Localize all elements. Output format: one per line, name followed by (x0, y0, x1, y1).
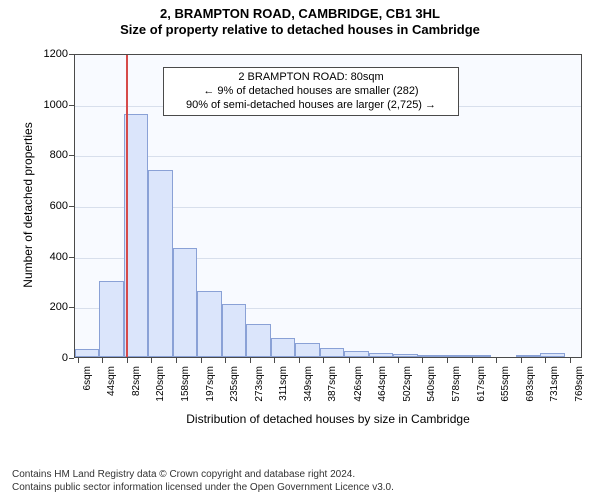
xtick-mark (250, 358, 251, 363)
xtick-label: 273sqm (254, 366, 265, 426)
xtick-label: 158sqm (180, 366, 191, 426)
histogram-bar (148, 170, 172, 357)
histogram-bar (540, 353, 564, 357)
xtick-mark (299, 358, 300, 363)
histogram-bar (246, 324, 270, 357)
xtick-label: 693sqm (525, 366, 536, 426)
annotation-box: 2 BRAMPTON ROAD: 80sqm← 9% of detached h… (163, 67, 459, 116)
histogram-bar (369, 353, 393, 357)
title-line-1: 2, BRAMPTON ROAD, CAMBRIDGE, CB1 3HL (0, 6, 600, 22)
histogram-bar (393, 354, 417, 357)
chart-area: Number of detached properties 2 BRAMPTON… (10, 46, 590, 442)
histogram-bar (344, 351, 368, 357)
annotation-line-1: 2 BRAMPTON ROAD: 80sqm (170, 71, 452, 85)
xtick-mark (545, 358, 546, 363)
xtick-mark (176, 358, 177, 363)
xtick-mark (274, 358, 275, 363)
ytick-mark (69, 155, 74, 156)
xtick-label: 120sqm (155, 366, 166, 426)
histogram-bar (418, 355, 442, 357)
ytick-label: 0 (34, 352, 68, 364)
xtick-mark (151, 358, 152, 363)
histogram-bar (222, 304, 246, 357)
xtick-mark (472, 358, 473, 363)
ytick-label: 200 (34, 301, 68, 313)
histogram-bar (99, 281, 123, 357)
histogram-bar (516, 355, 540, 357)
xtick-label: 578sqm (451, 366, 462, 426)
annotation-line-2: ← 9% of detached houses are smaller (282… (170, 85, 452, 99)
attribution: Contains HM Land Registry data © Crown c… (12, 469, 394, 494)
xtick-label: 235sqm (229, 366, 240, 426)
xtick-mark (225, 358, 226, 363)
xtick-label: 426sqm (353, 366, 364, 426)
ytick-mark (69, 257, 74, 258)
xtick-mark (127, 358, 128, 363)
annotation-line-3: 90% of semi-detached houses are larger (… (170, 99, 452, 113)
ytick-label: 400 (34, 251, 68, 263)
histogram-bar (442, 355, 466, 357)
xtick-label: 44sqm (106, 366, 117, 426)
histogram-bar (173, 248, 197, 357)
ytick-label: 800 (34, 149, 68, 161)
ytick-label: 1200 (34, 48, 68, 60)
xtick-label: 540sqm (426, 366, 437, 426)
xtick-mark (102, 358, 103, 363)
attribution-line-1: Contains HM Land Registry data © Crown c… (12, 469, 394, 482)
attribution-line-2: Contains public sector information licen… (12, 482, 394, 495)
xtick-mark (201, 358, 202, 363)
ytick-mark (69, 307, 74, 308)
xtick-mark (570, 358, 571, 363)
histogram-bar (124, 114, 148, 357)
gridline (75, 156, 581, 157)
xtick-label: 197sqm (205, 366, 216, 426)
histogram-bar (197, 291, 221, 357)
xtick-label: 617sqm (476, 366, 487, 426)
xtick-label: 731sqm (549, 366, 560, 426)
xtick-label: 387sqm (327, 366, 338, 426)
histogram-bar (75, 349, 99, 357)
xtick-mark (398, 358, 399, 363)
xtick-mark (373, 358, 374, 363)
y-axis-label: Number of detached properties (21, 53, 35, 357)
ytick-label: 600 (34, 200, 68, 212)
ytick-mark (69, 206, 74, 207)
ytick-mark (69, 105, 74, 106)
page-title: 2, BRAMPTON ROAD, CAMBRIDGE, CB1 3HL Siz… (0, 0, 600, 39)
xtick-label: 769sqm (574, 366, 585, 426)
page: 2, BRAMPTON ROAD, CAMBRIDGE, CB1 3HL Siz… (0, 0, 600, 500)
ytick-label: 1000 (34, 99, 68, 111)
histogram-bar (271, 338, 295, 357)
xtick-mark (447, 358, 448, 363)
xtick-label: 82sqm (131, 366, 142, 426)
xtick-label: 6sqm (82, 366, 93, 426)
property-marker-line (126, 55, 128, 357)
xtick-label: 464sqm (377, 366, 388, 426)
xtick-mark (323, 358, 324, 363)
title-line-2: Size of property relative to detached ho… (0, 22, 600, 38)
xtick-label: 502sqm (402, 366, 413, 426)
xtick-label: 655sqm (500, 366, 511, 426)
xtick-mark (349, 358, 350, 363)
xtick-mark (78, 358, 79, 363)
histogram-bar (295, 343, 319, 357)
xtick-mark (521, 358, 522, 363)
xtick-mark (422, 358, 423, 363)
xtick-label: 311sqm (278, 366, 289, 426)
ytick-mark (69, 358, 74, 359)
xtick-label: 349sqm (303, 366, 314, 426)
xtick-mark (496, 358, 497, 363)
plot-area: 2 BRAMPTON ROAD: 80sqm← 9% of detached h… (74, 54, 582, 358)
ytick-mark (69, 54, 74, 55)
histogram-bar (320, 348, 344, 357)
histogram-bar (467, 355, 491, 357)
